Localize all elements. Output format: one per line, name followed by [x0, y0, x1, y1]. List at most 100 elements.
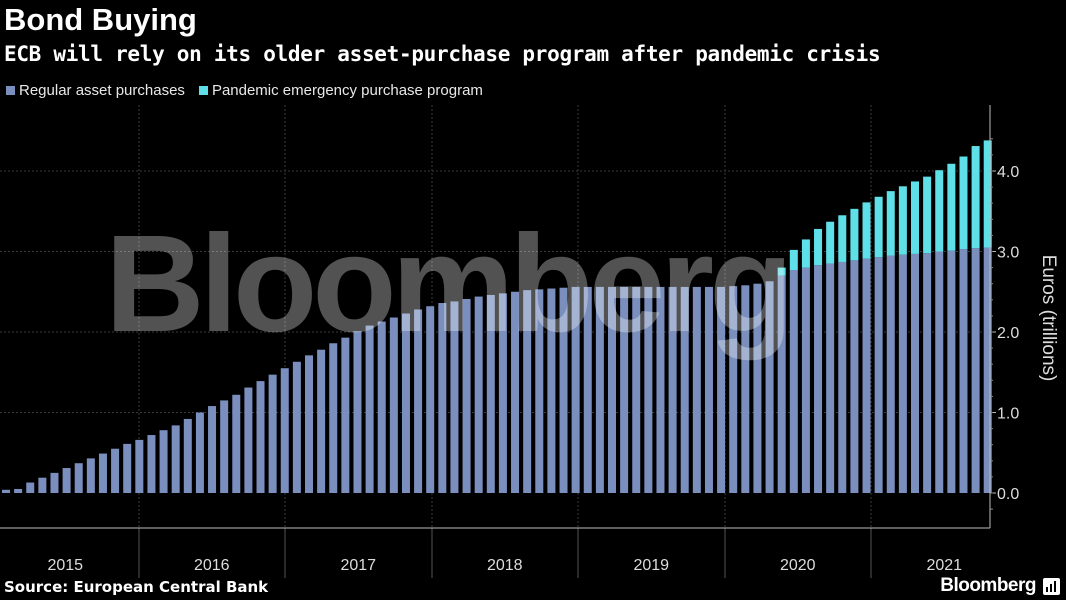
bar-regular	[123, 443, 132, 493]
bar-regular	[292, 361, 301, 493]
x-year-label: 2020	[780, 557, 816, 574]
bar-pandemic	[959, 156, 968, 250]
bar-regular	[280, 368, 289, 493]
bar-regular	[741, 285, 750, 493]
bar-regular	[317, 349, 326, 493]
bar-regular	[389, 317, 398, 493]
bar-regular	[874, 257, 883, 493]
bar-regular	[414, 309, 423, 493]
chart-subtitle: ECB will rely on its older asset-purchas…	[4, 42, 881, 66]
bar-regular	[608, 286, 616, 493]
legend-label-pandemic: Pandemic emergency purchase program	[211, 81, 483, 99]
bar-regular	[559, 287, 568, 493]
legend-label-regular: Regular asset purchases	[19, 81, 185, 99]
bar-regular	[826, 263, 835, 493]
bar-regular	[305, 355, 313, 493]
legend-item-regular: Regular asset purchases	[6, 82, 185, 99]
x-year-label: 2018	[487, 557, 523, 574]
bar-regular	[886, 255, 895, 493]
bar-regular	[426, 306, 435, 493]
y-tick-label: 0.0	[997, 486, 1019, 503]
bar-regular	[656, 286, 665, 493]
x-year-label: 2021	[926, 557, 962, 574]
bar-regular	[753, 283, 762, 493]
bar-regular	[692, 286, 701, 493]
bar-regular	[935, 251, 944, 493]
bar-regular	[256, 381, 265, 493]
bar-regular	[535, 289, 544, 493]
bar-regular	[498, 293, 507, 493]
bar-regular	[401, 313, 410, 493]
bar-pandemic	[838, 215, 847, 262]
bar-pandemic	[814, 228, 823, 266]
bar-pandemic	[935, 170, 944, 252]
bars-layer	[2, 140, 992, 493]
bar-regular	[462, 298, 471, 493]
bar-pandemic	[911, 181, 919, 254]
y-tick-label: 1.0	[997, 406, 1019, 423]
bar-pandemic	[777, 267, 786, 276]
bar-regular	[898, 254, 907, 493]
chart-title: Bond Buying	[4, 2, 197, 37]
bar-regular	[620, 286, 629, 493]
bar-regular	[632, 286, 641, 493]
bar-pandemic	[947, 163, 956, 251]
bar-regular	[511, 291, 520, 493]
y-tick-label: 3.0	[997, 245, 1019, 262]
bar-regular	[668, 286, 677, 493]
bar-regular	[765, 281, 774, 493]
axes-layer: 0.0 1.0 2.0 3.0 4.0 2015 2016 2017 2018 2019 2020 2…	[0, 105, 1059, 578]
legend-swatch-regular	[6, 85, 15, 95]
chart-legend: Regular asset purchases Pandemic emergen…	[6, 80, 483, 100]
bar-regular	[62, 468, 71, 493]
bar-pandemic	[862, 202, 871, 259]
y-tick-label: 4.0	[997, 164, 1019, 181]
bar-regular	[547, 288, 556, 493]
bar-regular	[983, 247, 992, 493]
bar-regular	[862, 258, 871, 493]
bar-regular	[14, 488, 23, 493]
bar-regular	[523, 290, 532, 493]
bar-regular	[789, 270, 798, 493]
x-year-label: 2015	[47, 557, 83, 574]
x-year-label: 2019	[633, 557, 669, 574]
bar-regular	[644, 286, 653, 493]
bar-regular	[959, 249, 968, 493]
bar-regular	[911, 253, 919, 493]
bar-regular	[38, 477, 47, 493]
bar-regular	[365, 325, 374, 493]
bar-regular	[329, 343, 338, 493]
bar-regular	[244, 387, 253, 493]
bar-pandemic	[801, 239, 810, 268]
bar-regular	[486, 294, 495, 493]
bar-regular	[232, 394, 241, 493]
bar-regular	[208, 406, 217, 493]
bar-regular	[947, 250, 956, 493]
bar-regular	[971, 248, 980, 493]
bar-regular	[729, 286, 738, 493]
bar-regular	[717, 286, 726, 493]
bar-regular	[171, 425, 180, 493]
bar-regular	[450, 301, 459, 493]
bloomberg-chart-icon	[1043, 578, 1060, 595]
y-tick-label: 2.0	[997, 325, 1019, 342]
bar-regular	[183, 418, 192, 493]
bar-regular	[595, 286, 604, 493]
bar-pandemic	[898, 186, 907, 255]
bar-pandemic	[923, 176, 932, 254]
bar-pandemic	[971, 146, 980, 249]
bar-pandemic	[874, 196, 883, 258]
source-note: Source: European Central Bank	[4, 578, 269, 596]
bar-regular	[195, 412, 204, 493]
bar-pandemic	[850, 208, 859, 261]
x-year-label: 2017	[340, 557, 376, 574]
bar-regular	[268, 374, 277, 493]
bar-regular	[777, 275, 786, 493]
bar-regular	[50, 472, 59, 493]
bar-regular	[220, 400, 229, 493]
bar-regular	[135, 439, 144, 493]
bar-regular	[26, 482, 35, 493]
bar-regular	[341, 337, 350, 493]
bar-regular	[571, 286, 580, 493]
